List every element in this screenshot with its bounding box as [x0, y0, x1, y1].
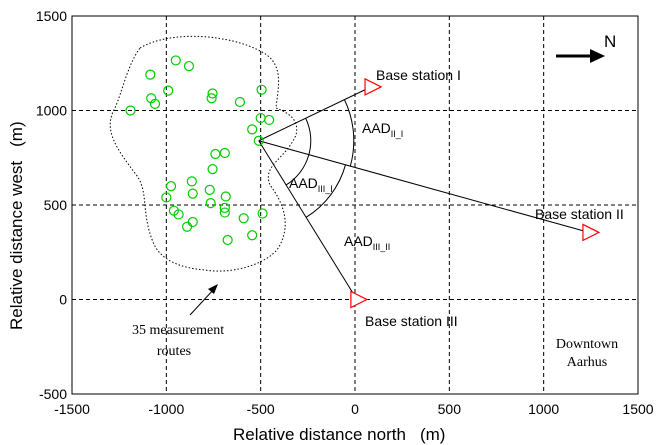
measurement-point: [219, 207, 230, 218]
x-tick-label: 500: [438, 401, 462, 417]
measurement-point: [205, 198, 216, 209]
tick-labels: -1500 -1000 -500 0 500 1000 1500 -500 0 500 1000 15…: [36, 8, 654, 417]
measurement-point: [257, 208, 268, 219]
measurement-point: [220, 191, 231, 202]
grid-lines: [72, 16, 638, 394]
station-line-3: [258, 140, 358, 300]
measurement-point: [146, 93, 157, 104]
measurement-point: [186, 176, 197, 187]
x-tick-label: 0: [351, 401, 359, 417]
base-station-1-label: Base station I: [376, 67, 461, 83]
y-tick-label: 1000: [36, 103, 67, 119]
measurement-point: [145, 69, 156, 80]
measurement-point: [256, 84, 267, 95]
y-tick-label: 500: [44, 197, 68, 213]
measurement-point: [219, 147, 230, 159]
base-station-3-marker: [350, 290, 369, 309]
measurement-point: [163, 85, 174, 96]
measurement-point: [206, 93, 217, 104]
y-tick-label: -500: [39, 386, 67, 402]
x-tick-label: 1000: [528, 401, 559, 417]
y-tick-label: 0: [59, 292, 67, 308]
measurement-point: [219, 202, 230, 213]
base-station-3-label: Base station III: [365, 313, 458, 329]
aad-label-2: AADIII_I: [289, 175, 333, 194]
measurement-point: [234, 96, 246, 108]
measurement-area-outline: [109, 35, 298, 272]
station-line-2: [258, 140, 590, 233]
measurement-point: [187, 216, 198, 228]
measurement-point: [149, 98, 161, 109]
measurement-point: [173, 209, 184, 220]
measurement-points: [125, 55, 275, 246]
measurement-point: [204, 184, 215, 195]
measurement-point: [210, 148, 221, 160]
measurement-point: [170, 55, 181, 66]
measurement-point: [161, 192, 172, 203]
measurement-point: [183, 60, 195, 72]
measurement-point: [238, 213, 249, 224]
measurement-point: [207, 88, 218, 99]
measurement-point: [207, 163, 218, 175]
routes-pointer-line: [189, 287, 216, 316]
x-tick-label: 1500: [622, 401, 653, 417]
angle-arc-1: [343, 99, 355, 167]
north-label: N: [604, 32, 616, 51]
transmitter-point: [253, 135, 264, 146]
y-axis-title: Relative distance west(m): [7, 121, 26, 330]
x-tick-label: -1000: [148, 401, 184, 417]
y-tick-label: 1500: [36, 8, 67, 24]
station-line-1: [258, 86, 372, 142]
base-station-2-marker: [582, 223, 601, 242]
city-label-line1: Downtown: [556, 337, 618, 352]
angle-lines: [258, 86, 590, 300]
angle-arc-3: [305, 164, 346, 218]
measurement-point: [222, 234, 233, 246]
measurement-point: [181, 221, 193, 232]
measurement-point: [264, 114, 275, 126]
measurement-point: [247, 230, 258, 241]
north-arrow-head: [590, 49, 605, 63]
angle-arc-2: [285, 118, 312, 186]
base-station-2-label: Base station II: [535, 206, 624, 222]
aad-label-1: AADII_I: [362, 120, 403, 139]
base-stations: [350, 77, 601, 309]
routes-label-line2: routes: [157, 344, 191, 359]
aad-label-3: AADIII_II: [344, 233, 390, 252]
measurement-point: [125, 105, 136, 116]
x-tick-label: -1500: [54, 401, 90, 417]
x-axis-title: Relative distance north (m): [233, 425, 445, 444]
x-tick-label: -500: [247, 401, 275, 417]
routes-label-line1: 35 measurement: [132, 323, 224, 338]
city-label-line2: Aarhus: [567, 355, 607, 370]
measurement-point: [247, 124, 258, 135]
routes-pointer-arrowhead: [208, 284, 218, 294]
measurement-point: [165, 181, 177, 192]
measurement-point: [187, 188, 198, 199]
base-station-1-marker: [364, 77, 383, 96]
